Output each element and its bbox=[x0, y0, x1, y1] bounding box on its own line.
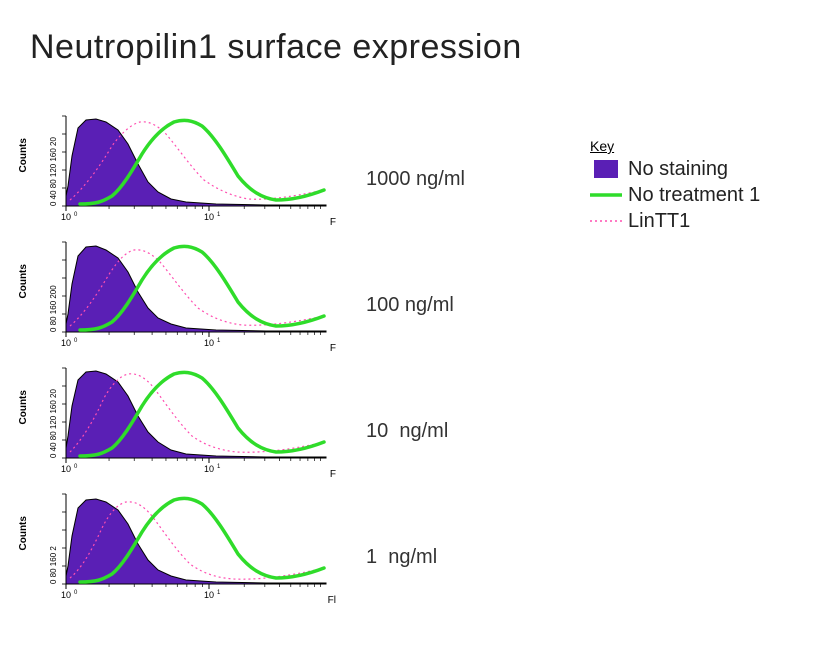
histogram-panel: 1001010 40 80 120 160 20CountsF bbox=[20, 108, 340, 228]
histogram-panel-row: 1001010 40 80 120 160 20CountsF10 ng/ml bbox=[20, 360, 465, 480]
legend: Key No staining No treatment 1 LinTT1 bbox=[590, 138, 760, 234]
page-root: Neutropilin1 surface expression 1001010 … bbox=[0, 0, 838, 660]
legend-row-no-staining: No staining bbox=[590, 156, 760, 182]
x-axis-label: Fl bbox=[328, 595, 336, 606]
y-axis-label: Counts bbox=[18, 516, 29, 550]
histogram-panel: 1001010 80 160 2CountsFl bbox=[20, 486, 340, 606]
histogram-panel-row: 1001010 40 80 120 160 20CountsF1000 ng/m… bbox=[20, 108, 465, 228]
svg-text:1: 1 bbox=[217, 212, 221, 218]
legend-swatch-no-treatment bbox=[590, 185, 622, 205]
figure-title: Neutropilin1 surface expression bbox=[30, 28, 522, 67]
svg-text:0: 0 bbox=[74, 338, 78, 344]
histogram-svg: 1001010 80 160 200 bbox=[20, 234, 340, 354]
svg-text:0 40 80 120 160 20: 0 40 80 120 160 20 bbox=[49, 136, 58, 206]
svg-text:10: 10 bbox=[204, 212, 214, 222]
svg-text:10: 10 bbox=[61, 338, 71, 348]
legend-swatch-no-staining bbox=[590, 159, 622, 179]
svg-text:1: 1 bbox=[217, 464, 221, 470]
concentration-label: 100 ng/ml bbox=[366, 294, 454, 317]
histogram-panel: 1001010 80 160 200CountsF bbox=[20, 234, 340, 354]
histogram-panel-row: 1001010 80 160 200CountsF100 ng/ml bbox=[20, 234, 465, 354]
x-axis-label: F bbox=[330, 469, 336, 480]
svg-text:10: 10 bbox=[61, 590, 71, 600]
x-axis-label: F bbox=[330, 343, 336, 354]
svg-text:0: 0 bbox=[74, 212, 78, 218]
svg-text:10: 10 bbox=[204, 464, 214, 474]
svg-text:10: 10 bbox=[61, 464, 71, 474]
concentration-label: 10 ng/ml bbox=[366, 420, 448, 443]
legend-swatch-lintt1 bbox=[590, 211, 622, 231]
line-swatch-icon bbox=[590, 185, 622, 205]
legend-label-lintt1: LinTT1 bbox=[628, 210, 690, 233]
fill-swatch-icon bbox=[594, 160, 618, 178]
histogram-panel-row: 1001010 80 160 2CountsFl1 ng/ml bbox=[20, 486, 465, 606]
svg-text:10: 10 bbox=[204, 338, 214, 348]
svg-text:0 80 160 200: 0 80 160 200 bbox=[49, 285, 58, 332]
legend-row-lintt1: LinTT1 bbox=[590, 208, 760, 234]
svg-text:10: 10 bbox=[61, 212, 71, 222]
legend-row-no-treatment: No treatment 1 bbox=[590, 182, 760, 208]
legend-items: No staining No treatment 1 LinTT1 bbox=[590, 156, 760, 234]
y-axis-label: Counts bbox=[18, 138, 29, 172]
histogram-svg: 1001010 40 80 120 160 20 bbox=[20, 360, 340, 480]
svg-text:1: 1 bbox=[217, 590, 221, 596]
y-axis-label: Counts bbox=[18, 390, 29, 424]
dotted-swatch-icon bbox=[590, 211, 622, 231]
svg-text:1: 1 bbox=[217, 338, 221, 344]
svg-text:10: 10 bbox=[204, 590, 214, 600]
histogram-panels: 1001010 40 80 120 160 20CountsF1000 ng/m… bbox=[20, 108, 465, 612]
svg-text:0 80 160 2: 0 80 160 2 bbox=[49, 546, 58, 584]
histogram-svg: 1001010 40 80 120 160 20 bbox=[20, 108, 340, 228]
svg-text:0: 0 bbox=[74, 590, 78, 596]
svg-text:0: 0 bbox=[74, 464, 78, 470]
concentration-label: 1 ng/ml bbox=[366, 546, 437, 569]
x-axis-label: F bbox=[330, 217, 336, 228]
svg-text:0 40 80 120 160 20: 0 40 80 120 160 20 bbox=[49, 388, 58, 458]
legend-title: Key bbox=[590, 138, 760, 154]
histogram-panel: 1001010 40 80 120 160 20CountsF bbox=[20, 360, 340, 480]
y-axis-label: Counts bbox=[18, 264, 29, 298]
concentration-label: 1000 ng/ml bbox=[366, 168, 465, 191]
legend-label-no-staining: No staining bbox=[628, 158, 728, 181]
histogram-svg: 1001010 80 160 2 bbox=[20, 486, 340, 606]
legend-label-no-treatment: No treatment 1 bbox=[628, 184, 760, 207]
